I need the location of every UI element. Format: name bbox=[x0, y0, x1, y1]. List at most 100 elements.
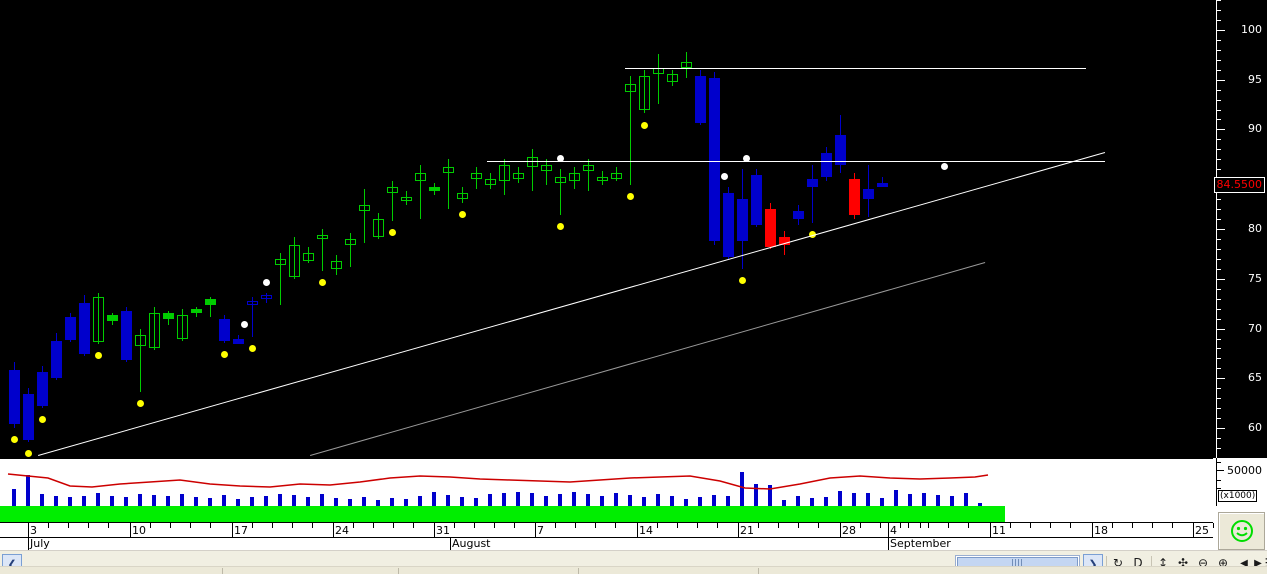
date-tick-minor bbox=[1112, 523, 1113, 528]
price-tick-minor bbox=[1216, 398, 1221, 399]
date-tick-minor bbox=[900, 523, 901, 528]
month-label: August bbox=[452, 537, 491, 550]
candlestick bbox=[302, 246, 314, 263]
date-tick-row[interactable]: 3 10 17 24 31 7 14 21 28 4 11 18 25 bbox=[0, 522, 1254, 538]
volume-tick-label: 50000 bbox=[1227, 464, 1262, 477]
candlestick bbox=[64, 312, 76, 343]
volume-bar bbox=[628, 495, 632, 506]
date-tick-minor bbox=[170, 523, 171, 528]
candlestick bbox=[78, 294, 90, 357]
candle-body bbox=[176, 314, 188, 339]
volume-bar bbox=[614, 493, 618, 506]
volume-bar bbox=[866, 493, 870, 506]
date-tick bbox=[434, 523, 435, 537]
date-tick-label: 14 bbox=[639, 524, 653, 537]
candlestick bbox=[498, 159, 510, 196]
low-marker-dot bbox=[137, 400, 144, 408]
zoom-in-icon[interactable]: ⊕ bbox=[1217, 556, 1229, 570]
price-chart-pane[interactable] bbox=[0, 0, 1213, 458]
date-axis-strip[interactable]: 3 10 17 24 31 7 14 21 28 4 11 18 25 July August Septem… bbox=[0, 506, 1254, 550]
status-indicator-panel[interactable] bbox=[1218, 512, 1265, 550]
candle-body bbox=[484, 179, 496, 186]
volume-bar bbox=[348, 499, 352, 506]
candle-wick bbox=[321, 229, 323, 271]
candle-wick bbox=[447, 159, 449, 210]
volume-bar bbox=[194, 497, 198, 506]
price-tick-minor bbox=[1216, 10, 1221, 11]
volume-bar bbox=[782, 500, 786, 506]
candle-body bbox=[694, 75, 706, 124]
volume-chart-pane[interactable] bbox=[0, 458, 1213, 506]
price-axis[interactable]: 100 95 90 80 75 70 65 60 84.5500 bbox=[1213, 0, 1267, 459]
horizontal-resistance-line[interactable] bbox=[625, 68, 1086, 69]
candle-body bbox=[526, 157, 538, 168]
vertical-scale-icon[interactable]: ↕ bbox=[1157, 556, 1169, 570]
date-tick-minor bbox=[150, 523, 151, 528]
candle-body bbox=[204, 298, 216, 305]
candle-wick bbox=[279, 252, 281, 305]
candle-body bbox=[834, 135, 846, 166]
period-daily-button[interactable]: D bbox=[1133, 556, 1143, 570]
volume-bar bbox=[908, 494, 912, 506]
volume-bar bbox=[376, 500, 380, 506]
price-tick bbox=[1216, 378, 1225, 379]
current-price-tag: 84.5500 bbox=[1213, 176, 1265, 193]
date-tick-label: 3 bbox=[30, 524, 37, 537]
refresh-icon[interactable]: ↻ bbox=[1112, 556, 1124, 570]
candle-body bbox=[232, 338, 244, 345]
zoom-out-icon[interactable]: ⊖ bbox=[1197, 556, 1209, 570]
low-marker-dot bbox=[95, 352, 102, 360]
date-tick-minor bbox=[860, 523, 861, 528]
candle-body bbox=[358, 205, 370, 212]
candlestick bbox=[764, 203, 776, 249]
candlestick bbox=[722, 187, 734, 259]
candle-wick bbox=[209, 296, 211, 317]
trendline-support-lower[interactable] bbox=[310, 262, 986, 456]
high-marker-dot bbox=[263, 278, 270, 286]
date-tick-minor bbox=[1152, 523, 1153, 528]
previous-icon[interactable]: ◀ bbox=[1240, 557, 1248, 569]
price-tick bbox=[1216, 329, 1225, 330]
date-tick-minor bbox=[474, 523, 475, 528]
price-tick-minor bbox=[1216, 388, 1221, 389]
candle-body bbox=[190, 308, 202, 313]
price-tick-minor bbox=[1216, 289, 1221, 290]
candle-wick bbox=[391, 181, 393, 222]
next-icon[interactable]: ▶ bbox=[1254, 557, 1262, 569]
candle-body bbox=[820, 153, 832, 178]
price-tick-minor bbox=[1216, 239, 1221, 240]
candle-wick bbox=[181, 308, 183, 341]
candle-body bbox=[50, 340, 62, 379]
candle-body bbox=[568, 173, 580, 182]
candle-wick bbox=[419, 165, 421, 220]
date-range-selection-bar[interactable] bbox=[0, 506, 1005, 522]
price-tick-minor bbox=[1216, 358, 1221, 359]
date-tick-minor bbox=[454, 523, 455, 528]
trendline-support-upper[interactable] bbox=[38, 152, 1106, 456]
candle-wick bbox=[531, 149, 533, 192]
candle-wick bbox=[685, 51, 687, 78]
candle-body bbox=[442, 167, 454, 174]
candle-wick bbox=[671, 69, 673, 86]
candle-wick bbox=[559, 169, 561, 216]
candle-body bbox=[876, 183, 888, 188]
candle-body bbox=[162, 312, 174, 319]
price-tick-minor bbox=[1216, 319, 1221, 320]
candle-wick bbox=[293, 236, 295, 279]
smiley-face-icon bbox=[1230, 520, 1253, 542]
volume-bar bbox=[936, 495, 940, 506]
low-marker-dot bbox=[221, 350, 228, 358]
list-view-icon[interactable]: ☰ bbox=[1262, 555, 1267, 571]
candlestick bbox=[638, 69, 650, 114]
status-separator bbox=[578, 568, 579, 574]
low-marker-dot bbox=[39, 416, 46, 424]
candle-body bbox=[218, 318, 230, 341]
price-tick-label: 80 bbox=[1248, 222, 1262, 235]
date-tick-minor bbox=[717, 523, 718, 528]
price-tick-minor bbox=[1216, 70, 1221, 71]
candlestick bbox=[358, 189, 370, 243]
pan-move-icon[interactable]: ✣ bbox=[1177, 556, 1189, 570]
horizontal-resistance-line[interactable] bbox=[487, 161, 1105, 162]
volume-bar bbox=[978, 503, 982, 506]
low-marker-dot bbox=[809, 231, 816, 239]
